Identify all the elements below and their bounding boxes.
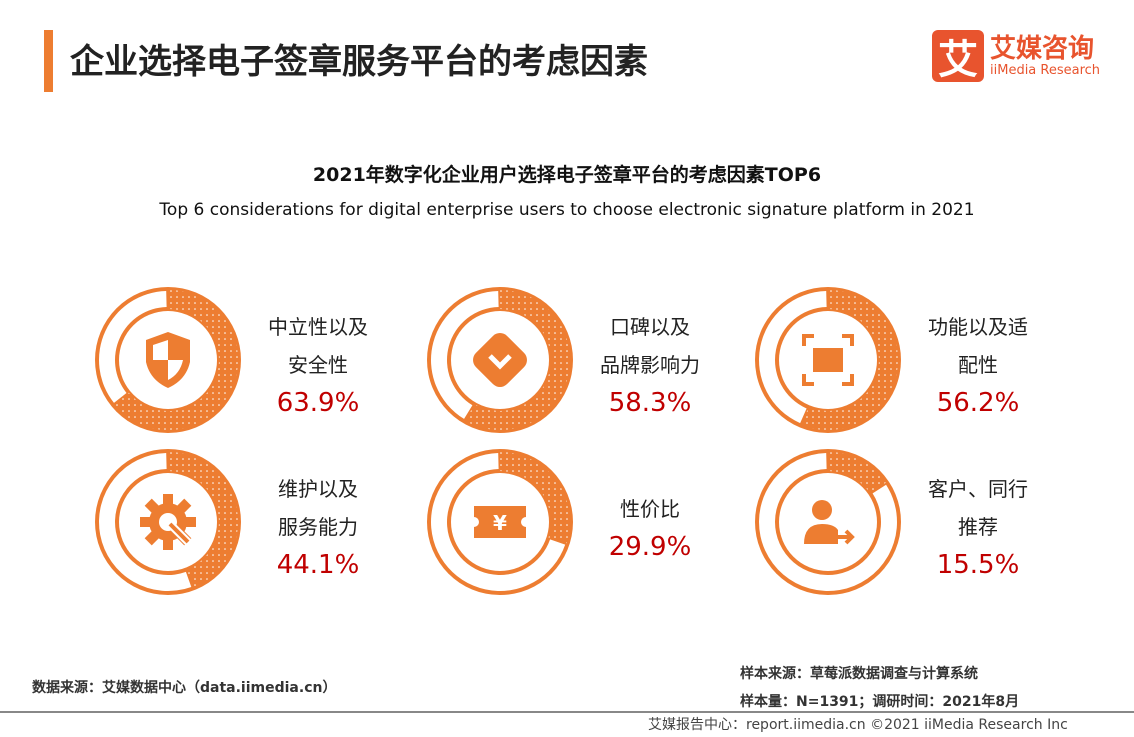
donut-value-arc <box>465 290 570 430</box>
item-label: 配性 <box>958 353 998 377</box>
donut-value-arc <box>500 452 570 544</box>
item-value: 15.5% <box>936 550 1020 580</box>
donut-value-arc <box>114 290 238 430</box>
item-label: 口碑以及 <box>610 315 690 339</box>
sample-size: 样本量：N=1391；调研时间：2021年8月 <box>740 694 1020 710</box>
donut-2 <box>755 287 901 433</box>
frame-icon <box>802 334 854 386</box>
donut-1 <box>427 287 573 433</box>
donut-value-arc <box>801 290 898 430</box>
item-value: 44.1% <box>276 550 360 580</box>
donut-remainder-arc <box>99 291 167 403</box>
item-value: 29.9% <box>608 532 692 562</box>
svg-text:¥: ¥ <box>493 511 507 535</box>
heart-badge-icon <box>473 333 527 387</box>
logo: 艾 艾媒咨询 iiMedia Research <box>932 30 1101 83</box>
page-title: 企业选择电子签章服务平台的考虑因素 <box>70 42 648 82</box>
donut-4: ¥ <box>427 449 573 595</box>
item-label: 推荐 <box>958 515 998 539</box>
item-value: 58.3% <box>608 388 692 418</box>
logo-en: iiMedia Research <box>990 62 1101 78</box>
gear-wrench-icon <box>140 494 196 550</box>
item-label: 服务能力 <box>278 515 358 539</box>
item-label: 功能以及适 <box>928 315 1028 339</box>
shield-icon <box>146 332 190 388</box>
footer-divider <box>0 711 1134 713</box>
chart-subtitle: Top 6 considerations for digital enterpr… <box>159 200 975 220</box>
logo-mark: 艾 <box>932 30 984 83</box>
yen-ticket-icon: ¥ <box>474 506 526 538</box>
item-label: 中立性以及 <box>268 315 368 339</box>
item-label: 安全性 <box>288 353 348 377</box>
donut-0 <box>95 287 241 433</box>
item-value: 56.2% <box>936 388 1020 418</box>
logo-cn: 艾媒咨询 <box>990 33 1095 64</box>
donut-remainder-arc <box>431 291 499 419</box>
donut-inner <box>779 473 877 571</box>
title-accent-bar <box>44 30 53 92</box>
item-label: 维护以及 <box>278 477 358 501</box>
copyright: 艾媒报告中心：report.iimedia.cn ©2021 iiMedia R… <box>648 717 1068 733</box>
source-left: 数据来源：艾媒数据中心（data.iimedia.cn） <box>32 680 337 696</box>
donut-remainder-arc <box>98 453 192 591</box>
item-label: 品牌影响力 <box>600 353 700 377</box>
donut-3 <box>95 449 241 595</box>
chart-title: 2021年数字化企业用户选择电子签章平台的考虑因素TOP6 <box>312 164 822 186</box>
donut-value-arc <box>168 451 239 588</box>
item-label: 客户、同行 <box>928 477 1028 501</box>
donut-value-arc <box>828 452 886 494</box>
sample-source: 样本来源：草莓派数据调查与计算系统 <box>740 666 978 682</box>
item-label: 性价比 <box>620 497 680 521</box>
user-arrow-icon <box>804 500 855 545</box>
donut-remainder-arc <box>759 291 827 424</box>
donut-5 <box>755 449 901 595</box>
item-value: 63.9% <box>276 388 360 418</box>
